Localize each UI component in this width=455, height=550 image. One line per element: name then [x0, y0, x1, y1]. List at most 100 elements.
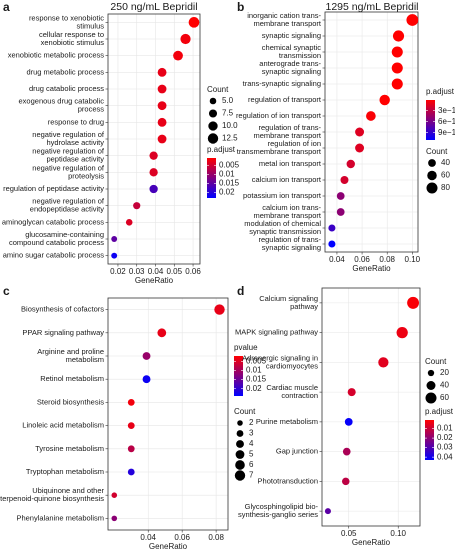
dot	[125, 219, 133, 226]
plot-border	[107, 13, 201, 265]
x-tick-label: 0.08	[208, 533, 224, 542]
dot	[392, 30, 405, 42]
dot	[396, 326, 408, 339]
y-tick-label: xenobiotic metabolic process	[8, 51, 105, 60]
y-tick-label: Tryptophan metabolism	[26, 467, 104, 476]
size-legend-dot	[237, 420, 243, 426]
dot	[157, 134, 167, 144]
y-tick-label: regulation of ion transmembrane transport	[237, 139, 322, 156]
dot	[142, 352, 151, 360]
size-legend-label: 6	[249, 460, 254, 469]
y-tick-label: exogenous drug catabolic process	[19, 97, 105, 114]
color-legend-label: 0.03	[437, 443, 453, 452]
plot-border	[107, 297, 229, 531]
dot	[391, 62, 403, 74]
size-legend-title: Count	[207, 85, 229, 94]
dot	[391, 46, 403, 58]
dot	[328, 224, 336, 232]
dot	[127, 468, 135, 476]
color-legend-label: 6e−13	[438, 117, 455, 126]
size-legend-dot	[236, 430, 244, 437]
y-tick-label: calcium ion transport	[252, 175, 322, 184]
x-tick-label: 0.05	[166, 267, 182, 276]
dot	[111, 236, 118, 242]
size-legend-dot	[426, 381, 436, 390]
dot	[407, 296, 420, 309]
y-tick-label: calcium ion trans-membrane transport	[253, 203, 321, 220]
x-tick-label: 0.03	[129, 267, 145, 276]
panel-title: 250 ng/mL Bepridil	[110, 1, 197, 13]
size-legend-dot	[425, 392, 437, 404]
y-tick-label: Calcium signaling pathway	[259, 294, 318, 311]
size-legend-dot	[428, 159, 436, 167]
dot	[157, 117, 167, 127]
color-legend-label: 0.01	[219, 169, 235, 178]
y-tick-label: regulation of trans-synaptic signaling	[258, 235, 321, 252]
y-tick-label: inorganic cation trans-membrane transpor…	[247, 11, 322, 28]
dot	[355, 143, 365, 153]
dot	[173, 50, 183, 61]
panel-label: d	[237, 284, 244, 298]
size-legend-label: 80	[441, 183, 450, 192]
dot	[157, 328, 167, 338]
y-tick-label: Tyrosine metabolism	[35, 444, 104, 453]
dot	[406, 14, 419, 26]
y-tick-label: negative regulation of hydrolase activity	[32, 130, 105, 147]
color-legend-label: 0.01	[437, 424, 453, 433]
size-legend-dot	[208, 109, 218, 118]
panel-label: c	[3, 284, 10, 298]
y-tick-label: Glycosphingolipid bio-synthesis-ganglio …	[238, 502, 319, 519]
dot	[111, 515, 118, 522]
dot	[342, 447, 351, 456]
y-tick-label: Ubiquinone and other terpenoid-quinone bi…	[0, 486, 104, 503]
color-legend-label: 9e−13	[438, 128, 455, 137]
y-tick-label: metal ion transport	[259, 159, 322, 168]
x-tick-label: 0.04	[148, 267, 164, 276]
y-tick-label: Adrenergic signaling in cardiomyocytes	[242, 353, 318, 370]
panel-label: b	[237, 0, 244, 14]
dot	[328, 240, 336, 248]
dot	[133, 202, 141, 210]
x-tick-label: 0.02	[110, 267, 126, 276]
size-legend-label: 10.0	[222, 121, 238, 130]
y-tick-label: Gap junction	[276, 447, 318, 456]
y-tick-label: regulation of trans-membrane transport	[253, 123, 321, 140]
size-legend-dot	[426, 182, 438, 194]
color-legend-title: pvalue	[234, 343, 258, 352]
y-tick-label: PPAR signaling pathway	[22, 328, 104, 337]
color-legend-label: 0.02	[437, 433, 453, 442]
x-axis-label: GeneRatio	[135, 276, 174, 285]
dot	[336, 192, 345, 200]
y-tick-label: drug metabolic process	[26, 67, 104, 76]
color-legend-label: 0.005	[246, 357, 267, 366]
y-tick-label: negative regulation of endopeptidase acti…	[30, 197, 105, 214]
size-legend-label: 4	[249, 439, 254, 448]
x-tick-label: 0.08	[379, 255, 395, 264]
dot	[149, 184, 158, 194]
color-legend-label: 0.01	[246, 366, 262, 375]
size-legend-label: 20	[440, 368, 449, 377]
dot	[336, 208, 345, 216]
y-tick-label: drug catabolic process	[29, 84, 104, 93]
dot	[157, 84, 167, 94]
size-legend-label: 7	[249, 471, 254, 480]
y-tick-label: Phenylalanine metabolism	[16, 513, 104, 522]
dot	[111, 252, 118, 259]
y-tick-label: Cardiac muscle contraction	[266, 383, 318, 400]
dot	[344, 417, 353, 426]
size-legend-label: 7.5	[222, 109, 234, 118]
y-tick-label: response to drug	[48, 117, 104, 126]
plot-background	[108, 298, 228, 530]
plot-border	[324, 11, 419, 253]
dot	[142, 375, 151, 384]
y-tick-label: Linoleic acid metabolism	[22, 421, 104, 430]
color-bar	[207, 158, 216, 198]
color-legend-label: 3e−13	[438, 106, 455, 115]
y-tick-label: negative regulation of proteolysis	[32, 163, 105, 180]
color-bar	[234, 356, 243, 396]
size-legend-label: 5	[249, 450, 254, 459]
color-legend-label: 0.015	[219, 179, 240, 188]
dot	[157, 101, 167, 111]
size-legend-label: 40	[440, 381, 449, 390]
